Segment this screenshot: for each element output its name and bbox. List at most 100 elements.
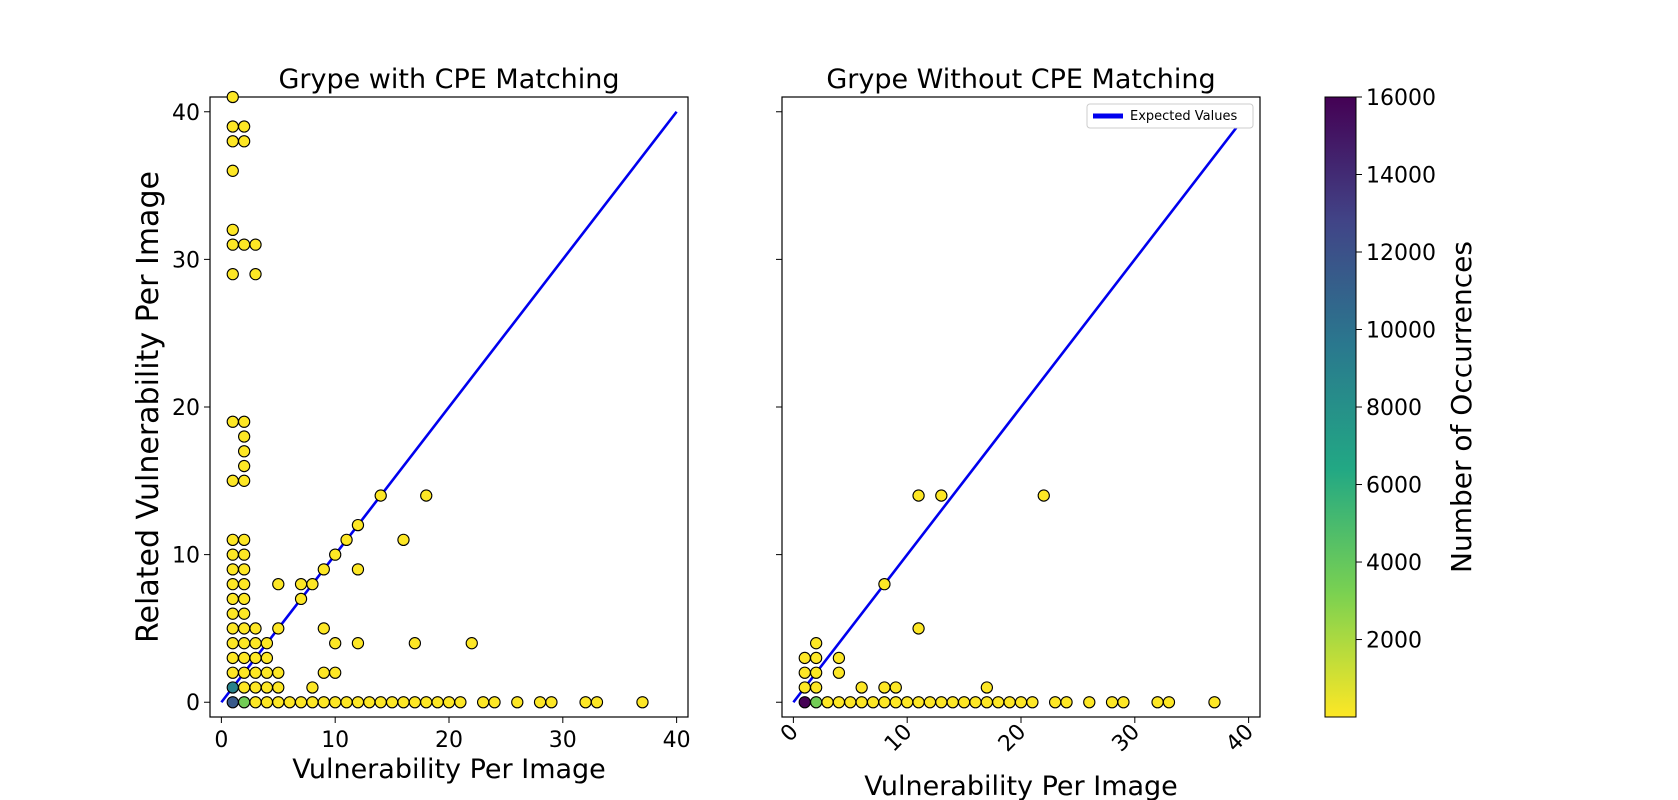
scatter-point: [809, 637, 823, 650]
scatter-point: [260, 651, 274, 665]
colorbar-tick-label: 4000: [1366, 551, 1422, 576]
scatter-point: [798, 666, 811, 679]
scatter-point: [1117, 696, 1130, 709]
scatter-point: [317, 622, 330, 635]
colorbar-tick-label: 2000: [1366, 629, 1422, 654]
scatter-point: [1060, 696, 1073, 709]
scatter-point: [912, 696, 925, 709]
plot-right-expected-line: [792, 110, 1250, 704]
scatter-point: [809, 666, 823, 679]
x-tick-label: 0: [214, 728, 228, 753]
plot-left-xlabel: Vulnerability Per Image: [292, 754, 606, 785]
colorbar-gradient: [1324, 96, 1357, 718]
scatter-point: [1105, 696, 1119, 709]
y-tick-label: 20: [172, 396, 200, 421]
scatter-point: [374, 489, 387, 502]
scatter-point: [935, 696, 948, 709]
scatter-point: [351, 696, 365, 709]
plot-right-points: [798, 489, 1221, 709]
colorbar-tick-label: 12000: [1366, 241, 1436, 266]
scatter-point: [226, 415, 239, 428]
x-tick-label: 40: [663, 728, 691, 753]
scatter-point: [237, 563, 251, 576]
scatter-point: [1003, 696, 1016, 709]
scatter-point: [237, 577, 251, 591]
scatter-point: [878, 696, 891, 709]
scatter-point: [237, 238, 251, 251]
scatter-point: [1151, 696, 1164, 709]
scatter-point: [226, 223, 239, 237]
scatter-point: [442, 696, 456, 709]
scatter-point: [237, 666, 251, 679]
scatter-point: [272, 696, 285, 709]
scatter-point: [408, 696, 422, 709]
scatter-point: [272, 681, 285, 694]
scatter-point: [306, 681, 319, 694]
legend: Expected Values: [1086, 103, 1254, 129]
scatter-point: [226, 90, 239, 104]
scatter-point: [237, 415, 251, 428]
scatter-point: [1162, 696, 1176, 709]
scatter-point: [226, 563, 239, 576]
scatter-point: [832, 696, 846, 709]
scatter-point: [511, 696, 524, 709]
scatter-point: [226, 681, 239, 694]
scatter-point: [1037, 489, 1050, 502]
y-tick-label: 40: [172, 101, 200, 126]
scatter-point: [878, 681, 891, 694]
scatter-point: [351, 637, 365, 650]
scatter-point: [237, 135, 251, 148]
scatter-point: [237, 459, 251, 473]
scatter-point: [226, 267, 239, 281]
scatter-point: [249, 238, 262, 251]
scatter-point: [923, 696, 937, 709]
scatter-point: [798, 696, 811, 709]
scatter-point: [317, 696, 330, 709]
scatter-point: [237, 622, 251, 635]
plot-left-title: Grype with CPE Matching: [278, 64, 619, 95]
scatter-point: [809, 696, 823, 709]
scatter-point: [957, 696, 971, 709]
scatter-point: [249, 622, 262, 635]
scatter-point: [992, 696, 1005, 709]
scatter-point: [397, 533, 410, 547]
scatter-point: [579, 696, 592, 709]
scatter-point: [294, 577, 308, 591]
scatter-point: [226, 120, 239, 133]
scatter-point: [317, 563, 330, 576]
scatter-point: [855, 681, 868, 694]
plot-left-ticks: 0 10 20 30 40 0 10 20 30 40: [172, 101, 691, 753]
scatter-point: [832, 666, 846, 679]
scatter-point: [855, 696, 868, 709]
scatter-point: [889, 696, 902, 709]
colorbar-tick-label: 10000: [1366, 319, 1436, 344]
scatter-point: [969, 696, 982, 709]
scatter-point: [260, 637, 274, 650]
scatter-point: [283, 696, 296, 709]
plot-left: Grype with CPE Matching 0 10 20 30 40 0 10 20 30…: [131, 64, 691, 785]
x-tick-label: 0: [776, 720, 804, 748]
x-tick-label: 30: [549, 728, 577, 753]
scatter-point: [431, 696, 444, 709]
y-tick-label: 10: [172, 544, 200, 569]
scatter-point: [912, 489, 925, 502]
scatter-point: [340, 696, 353, 709]
scatter-point: [237, 681, 251, 694]
scatter-point: [237, 120, 251, 133]
scatter-point: [317, 666, 330, 679]
scatter-point: [488, 696, 501, 709]
scatter-point: [294, 696, 308, 709]
scatter-point: [798, 651, 811, 665]
scatter-point: [249, 696, 262, 709]
scatter-point: [363, 696, 376, 709]
scatter-point: [226, 164, 239, 177]
colorbar-tick-label: 8000: [1366, 396, 1422, 421]
scatter-point: [237, 607, 251, 620]
plot-right-title: Grype Without CPE Matching: [826, 64, 1215, 95]
scatter-point: [878, 577, 891, 591]
scatter-point: [260, 696, 274, 709]
scatter-point: [226, 533, 239, 547]
scatter-point: [226, 474, 239, 487]
scatter-point: [636, 696, 649, 709]
